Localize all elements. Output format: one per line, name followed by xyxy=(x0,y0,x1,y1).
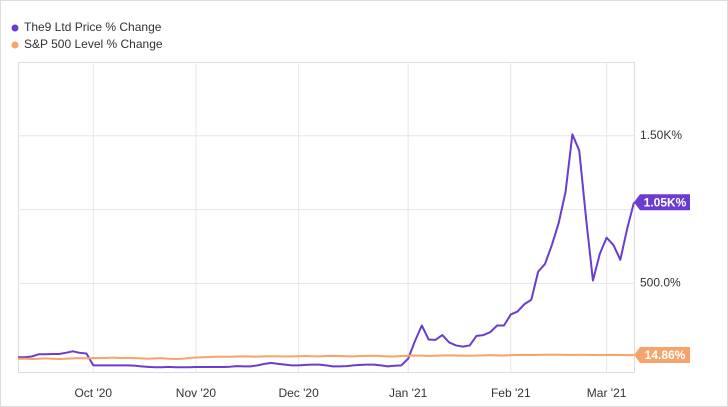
end-label: 1.05K% xyxy=(644,195,687,209)
x-tick-label: Oct '20 xyxy=(74,386,112,400)
end-tag xyxy=(634,347,690,364)
x-tick-label: Nov '20 xyxy=(176,386,217,400)
y-tick-label: 500.0% xyxy=(640,276,681,290)
x-tick-label: Dec '20 xyxy=(278,386,319,400)
end-tag xyxy=(634,194,690,211)
legend-label: S&P 500 Level % Change xyxy=(24,37,163,51)
x-tick-label: Jan '21 xyxy=(389,386,428,400)
legend-marker xyxy=(11,24,19,32)
plot-frame xyxy=(18,62,635,373)
x-tick-label: Feb '21 xyxy=(491,386,531,400)
y-tick-label: 1.50K% xyxy=(640,128,682,142)
legend-marker xyxy=(11,41,19,49)
end-label: 14.86% xyxy=(645,348,686,362)
legend-label: The9 Ltd Price % Change xyxy=(24,20,162,34)
series-line xyxy=(18,133,635,369)
series-line xyxy=(18,353,635,361)
x-tick-label: Mar '21 xyxy=(587,386,627,400)
